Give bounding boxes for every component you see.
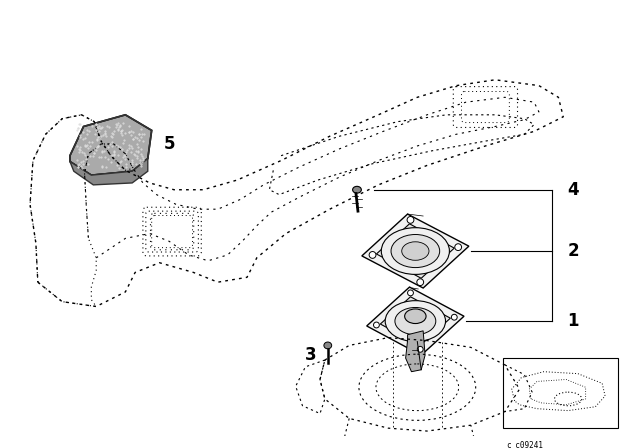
Ellipse shape [391, 234, 440, 267]
Text: c_c09241: c_c09241 [506, 440, 543, 448]
Ellipse shape [402, 242, 429, 260]
Text: 3: 3 [305, 346, 316, 364]
Circle shape [417, 279, 424, 285]
Polygon shape [367, 287, 464, 355]
Polygon shape [380, 297, 451, 345]
Text: 1: 1 [567, 312, 579, 330]
Polygon shape [70, 115, 152, 175]
Text: 5: 5 [163, 135, 175, 153]
Ellipse shape [324, 342, 332, 349]
Text: 4: 4 [567, 181, 579, 199]
Ellipse shape [353, 186, 362, 193]
Circle shape [374, 322, 380, 328]
Bar [503, 358, 618, 428]
Circle shape [451, 314, 457, 320]
Polygon shape [362, 214, 469, 288]
Ellipse shape [395, 307, 436, 335]
Polygon shape [70, 159, 148, 185]
Circle shape [369, 251, 376, 258]
Circle shape [455, 244, 461, 250]
Ellipse shape [381, 228, 449, 274]
Polygon shape [406, 331, 425, 372]
Ellipse shape [385, 301, 445, 341]
Ellipse shape [404, 309, 426, 323]
Circle shape [408, 290, 413, 296]
Circle shape [417, 346, 423, 352]
Circle shape [407, 216, 414, 223]
Text: 2: 2 [567, 242, 579, 260]
Polygon shape [376, 224, 454, 278]
